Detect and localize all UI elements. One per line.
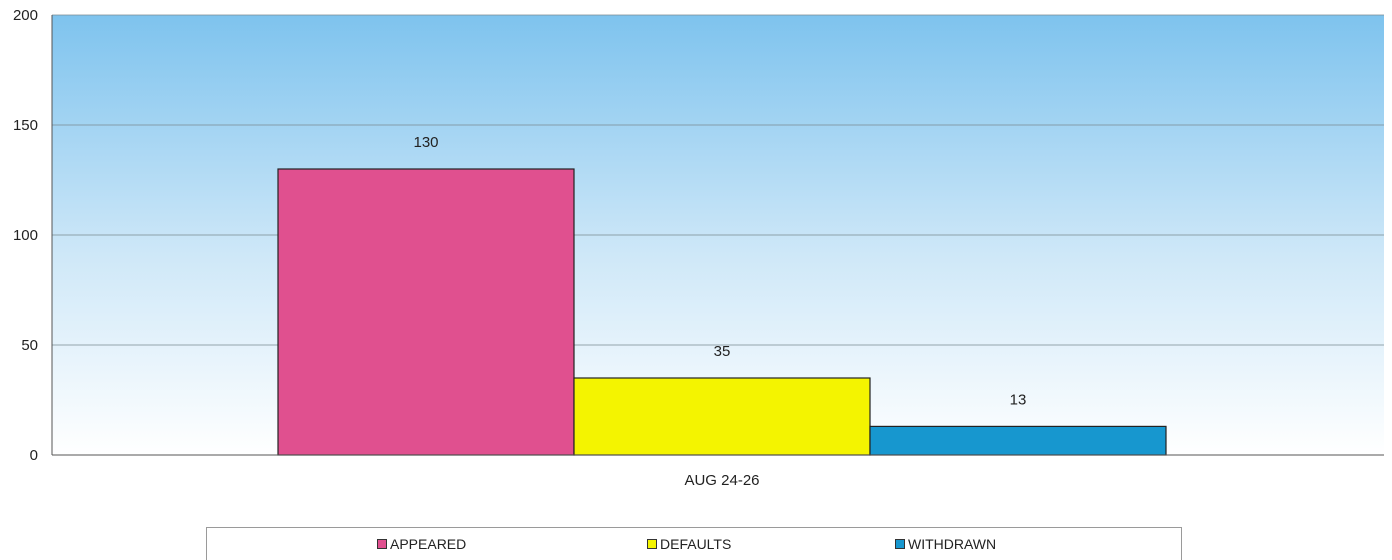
legend: APPEARED DEFAULTS WITHDRAWN [206, 527, 1182, 560]
bar-chart: 0 50 100 150 200 130 35 13 AUG 24-26 [13, 7, 1384, 489]
bar-defaults [573, 377, 871, 456]
y-tick-label: 50 [21, 337, 38, 354]
y-tick-label: 150 [13, 117, 38, 134]
data-label-appeared: 130 [413, 134, 438, 151]
legend-label-defaults: DEFAULTS [660, 536, 732, 552]
legend-item-appeared: APPEARED [377, 536, 466, 552]
legend-swatch-defaults [647, 539, 657, 549]
y-tick-label: 200 [13, 7, 38, 24]
gridlines [52, 14, 1384, 346]
data-label-withdrawn: 13 [1010, 391, 1027, 408]
legend-label-withdrawn: WITHDRAWN [908, 536, 997, 552]
x-axis-category-label: AUG 24-26 [684, 472, 759, 489]
y-axis-ticks: 0 50 100 150 200 [13, 7, 38, 464]
legend-item-withdrawn: WITHDRAWN [895, 536, 996, 552]
y-tick-label: 0 [30, 447, 38, 464]
legend-swatch-appeared [377, 539, 387, 549]
bar-withdrawn [869, 425, 1167, 456]
legend-swatch-withdrawn [895, 539, 905, 549]
data-label-defaults: 35 [714, 343, 731, 360]
legend-label-appeared: APPEARED [390, 536, 467, 552]
bar-appeared [277, 168, 575, 456]
legend-item-defaults: DEFAULTS [647, 536, 731, 552]
data-labels: 130 35 13 [413, 134, 1026, 408]
y-tick-label: 100 [13, 227, 38, 244]
